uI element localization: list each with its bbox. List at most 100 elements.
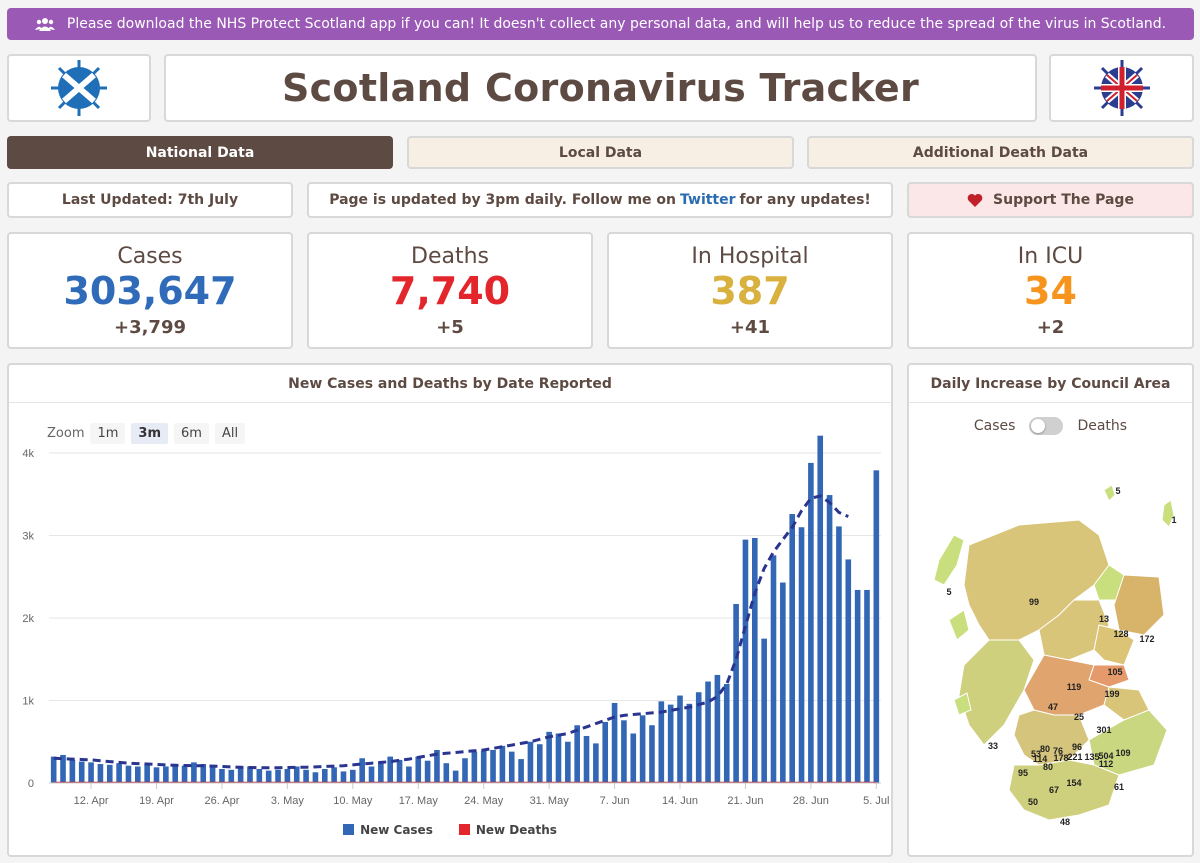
case-bar [265,770,272,783]
zoom-all-button[interactable]: All [214,423,246,444]
zoom-3m-button[interactable]: 3m [131,423,169,444]
y-tick-label: 0 [28,778,34,790]
case-bar [256,768,263,783]
council-area-label: 105 [1107,667,1122,677]
toggle-deaths-label: Deaths [1077,418,1128,434]
case-bar [836,526,842,783]
case-bar [714,674,721,783]
case-bar [97,764,104,783]
case-bar [490,750,496,783]
council-area-label: 119 [1067,682,1082,692]
case-bar [574,725,580,783]
case-bar [565,741,571,783]
stat-cases: Cases 303,647 +3,799 [7,232,293,349]
cases-deaths-switch[interactable] [1029,417,1064,435]
case-bar [789,514,795,783]
case-bar [583,735,590,783]
last-updated-text: Last Updated: 7th July [61,192,239,208]
case-bar [621,720,627,783]
case-bar [639,715,646,783]
council-area-label: 80 [1040,744,1050,754]
x-tick-label: 10. May [333,795,373,807]
x-tick-label: 3. May [271,795,305,807]
support-button[interactable]: Support The Page [907,182,1194,218]
case-bar [153,767,160,783]
case-bar [144,764,150,783]
tab-local-data[interactable]: Local Data [407,136,794,169]
case-bar [546,731,552,783]
chart-panel: New Cases and Deaths by Date Reported Zo… [7,363,893,857]
case-bar [406,766,412,783]
stat-deaths-value: 7,740 [389,269,511,313]
stat-deaths-label: Deaths [411,244,489,269]
case-bar [293,766,300,783]
x-tick-label: 19. Apr [139,795,174,807]
case-bar [611,702,618,783]
case-bar [854,589,861,783]
case-bar [508,751,515,783]
council-area-label: 47 [1048,702,1058,712]
council-area-label: 95 [1018,768,1028,778]
council-area-label: 5 [946,587,951,597]
stat-in-icu: In ICU 34 +2 [907,232,1194,349]
legend-new-deaths[interactable]: New Deaths [458,823,557,837]
case-bar [387,756,394,783]
y-tick-label: 2k [22,613,34,625]
twitter-link[interactable]: Twitter [680,192,736,208]
case-bar [434,750,440,783]
y-tick-label: 4k [22,448,34,460]
stat-cases-delta: +3,799 [113,317,187,338]
case-bar [733,603,739,783]
council-area-label: 96 [1072,742,1082,752]
case-bar [593,743,599,783]
x-tick-label: 21. Jun [727,795,763,807]
zoom-1m-button[interactable]: 1m [90,423,126,444]
case-bar [817,435,824,783]
council-area-label: 199 [1104,689,1119,699]
users-icon [34,18,55,31]
uk-logo-box [1049,54,1194,122]
stat-deaths-delta: +5 [436,317,464,338]
x-tick-label: 7. Jun [600,795,630,807]
case-bar [368,766,375,783]
case-bar [536,744,543,783]
x-tick-label: 5. Jul [863,795,889,807]
case-bar [499,745,506,783]
stat-hospital-delta: +41 [729,317,771,338]
page-title: Scotland Coronavirus Tracker [164,54,1037,122]
case-bar [163,766,169,783]
council-area-label: 112 [1099,759,1114,769]
case-bar [452,770,459,783]
zoom-6m-button[interactable]: 6m [174,423,209,444]
council-area-label: 221 [1067,752,1082,762]
legend-new-cases-label: New Cases [360,823,433,837]
case-bar [742,539,749,783]
update-notice-pre: Page is updated by 3pm daily. Follow me … [329,192,676,208]
case-bar [480,750,487,783]
case-bar [350,769,356,783]
case-bar [649,725,655,783]
legend-new-cases[interactable]: New Cases [343,823,433,837]
case-bar [181,765,188,783]
case-bar [172,764,179,783]
case-bar [808,462,814,783]
case-bar [219,768,225,783]
tab-additional-death-data[interactable]: Additional Death Data [807,136,1194,169]
council-area-map[interactable]: 5 1 5 99 13 128 172 105 119 199 47 25 301 33 80 96 109 53… [909,465,1192,845]
y-tick-label: 3k [22,531,34,543]
case-bar [845,559,852,783]
case-bar [50,756,57,783]
council-area-label: 80 [1043,762,1053,772]
case-bar [135,766,141,783]
case-bar [677,695,683,783]
x-tick-label: 24. May [464,795,504,807]
case-bar [303,769,309,783]
case-bar [237,768,244,783]
case-bar [723,684,730,783]
council-area-label: 99 [1029,597,1039,607]
tab-national-data[interactable]: National Data [7,136,393,169]
council-area-label: 33 [988,741,998,751]
case-bar [462,758,468,783]
case-bar [770,555,777,783]
banner-text: Please download the NHS Protect Scotland… [66,16,1167,32]
